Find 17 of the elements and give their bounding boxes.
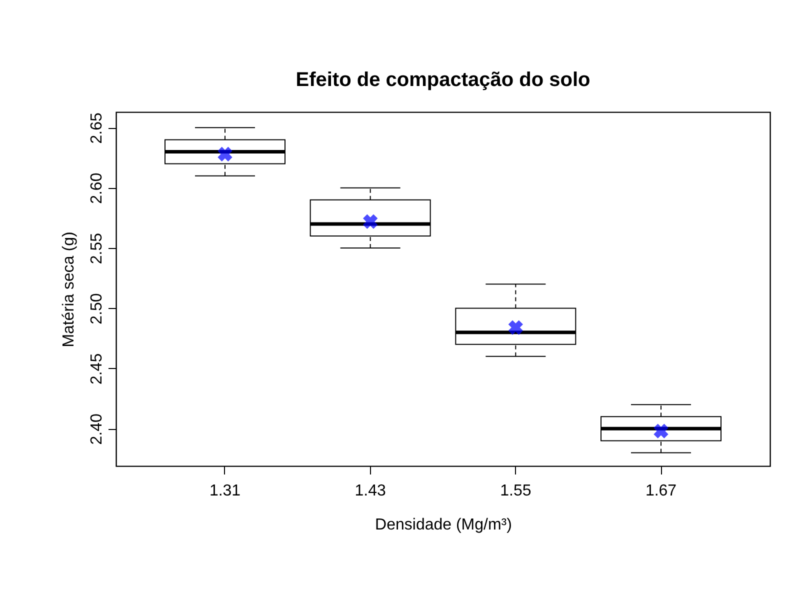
x-tick-label: 1.31 [209, 482, 241, 500]
y-tick-label: 2.55 [88, 232, 106, 264]
x-tick-label: 1.55 [500, 482, 532, 500]
y-tick-label: 2.60 [88, 172, 106, 204]
point [218, 146, 232, 162]
x-tick-label: 1.67 [645, 482, 677, 500]
y-tick-label: 2.45 [88, 353, 106, 385]
y-tick-label: 2.40 [88, 414, 106, 445]
point [654, 424, 668, 438]
y-axis-title: Matéria seca (g) [60, 232, 78, 348]
point [362, 214, 378, 229]
x-tick-label: 1.43 [354, 482, 386, 500]
x-axis-title: Densidade (Mg/m³) [375, 516, 512, 534]
y-tick-label: 2.65 [88, 112, 106, 144]
chart-title: Efeito de compactação do solo [296, 69, 590, 91]
point [508, 320, 524, 335]
y-tick-label: 2.50 [88, 293, 106, 324]
